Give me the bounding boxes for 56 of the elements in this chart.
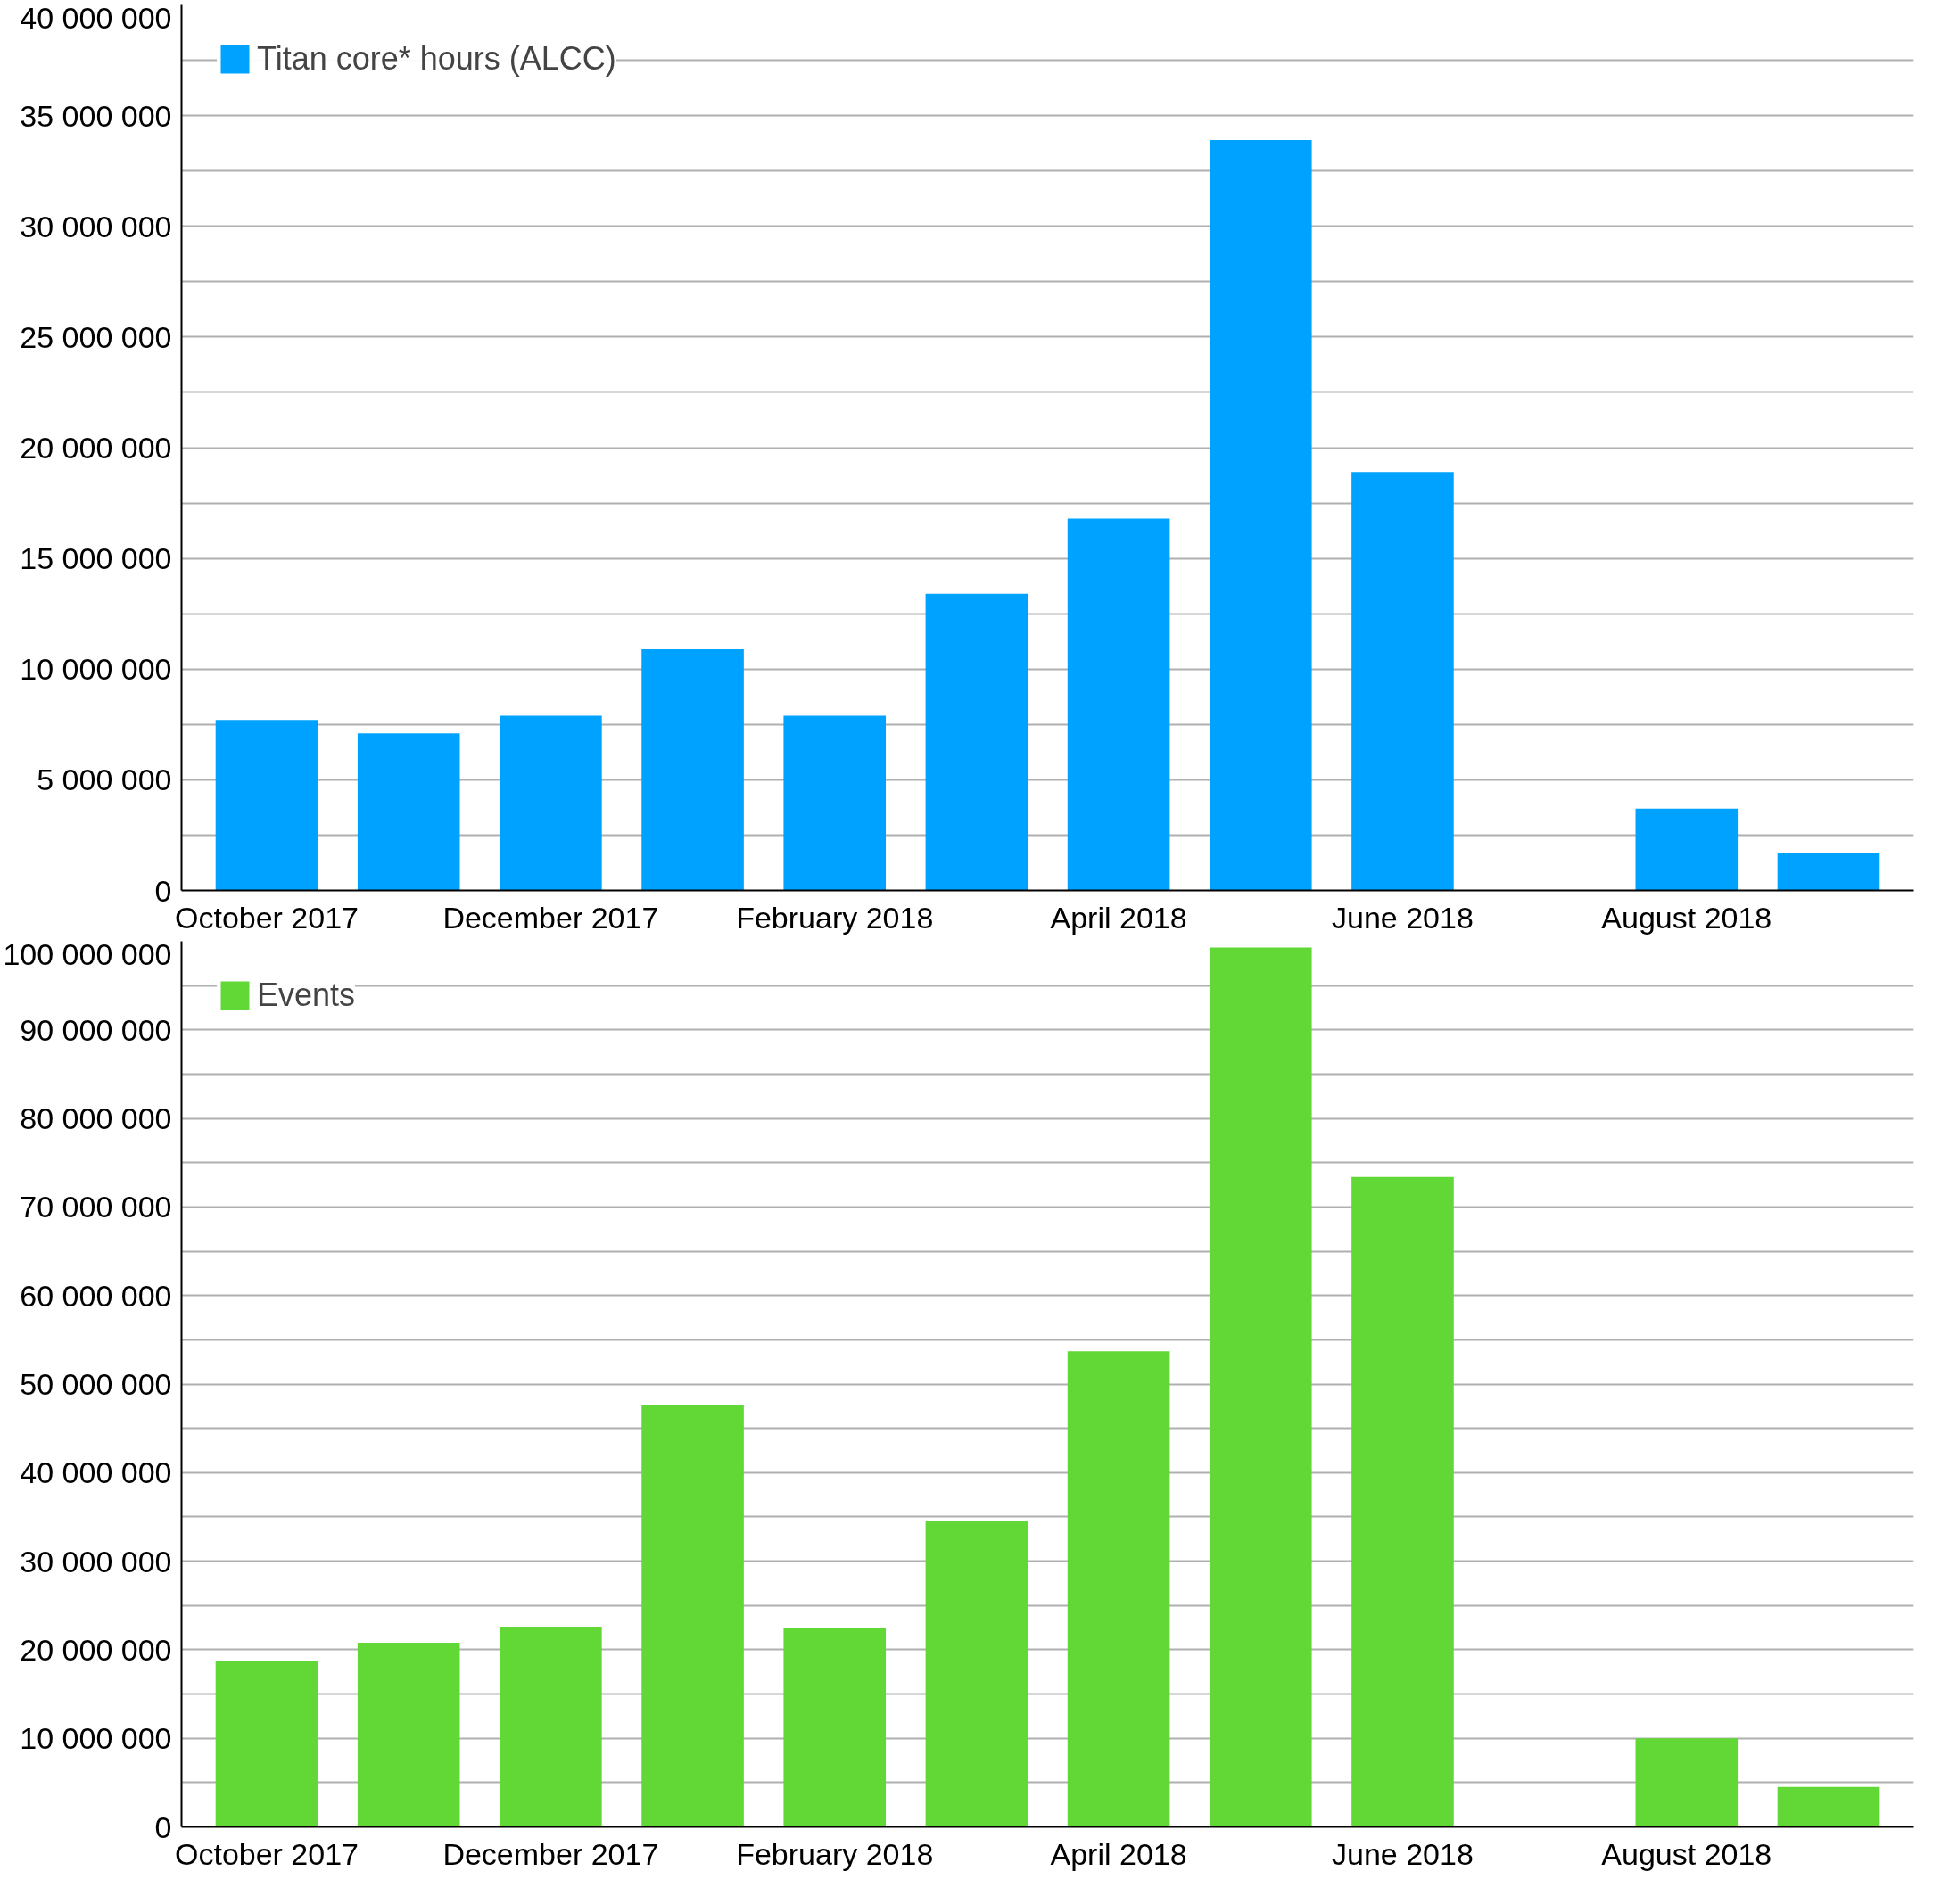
- bar: [641, 1405, 744, 1827]
- bar: [1067, 1351, 1170, 1827]
- x-tick-label: October 2017: [175, 1836, 359, 1871]
- bar: [925, 593, 1028, 891]
- legend-label: Events: [257, 977, 356, 1014]
- bar: [641, 648, 744, 891]
- x-tick-label: April 2018: [1050, 900, 1187, 935]
- bar: [500, 1627, 602, 1827]
- x-tick-label: June 2018: [1332, 1836, 1474, 1871]
- bar: [1777, 853, 1880, 891]
- x-tick-label: August 2018: [1601, 1836, 1772, 1871]
- x-tick-label: December 2017: [442, 900, 659, 935]
- bar: [1635, 808, 1739, 891]
- bar: [783, 715, 887, 891]
- bar: [1209, 139, 1312, 891]
- legend-label: Titan core* hours (ALCC): [257, 40, 616, 78]
- bar: [1067, 518, 1170, 891]
- bar: [1351, 1176, 1454, 1827]
- y-tick-label: 70 000 000: [20, 1190, 172, 1224]
- x-tick-label: June 2018: [1332, 900, 1474, 935]
- y-tick-label: 90 000 000: [20, 1012, 172, 1047]
- bar: [215, 720, 318, 891]
- y-tick-label: 30 000 000: [20, 209, 172, 243]
- x-tick-label: February 2018: [736, 1836, 934, 1871]
- y-tick-label: 0: [154, 873, 172, 908]
- bar: [1777, 1786, 1880, 1827]
- y-tick-label: 10 000 000: [20, 1721, 172, 1756]
- y-tick-label: 25 000 000: [20, 319, 172, 354]
- bar: [1635, 1738, 1739, 1827]
- y-tick-label: 15 000 000: [20, 541, 172, 576]
- y-tick-label: 40 000 000: [20, 0, 172, 35]
- bar: [357, 1642, 460, 1827]
- bar: [783, 1628, 887, 1827]
- y-tick-label: 100 000 000: [3, 936, 172, 971]
- y-tick-label: 35 000 000: [20, 98, 172, 133]
- y-tick-label: 30 000 000: [20, 1544, 172, 1578]
- x-tick-label: December 2017: [442, 1836, 659, 1871]
- bar: [215, 1661, 318, 1827]
- x-tick-label: February 2018: [736, 900, 934, 935]
- x-tick-label: April 2018: [1050, 1836, 1187, 1871]
- bar: [1209, 947, 1312, 1827]
- y-tick-label: 0: [154, 1809, 172, 1844]
- y-tick-label: 50 000 000: [20, 1367, 172, 1401]
- y-tick-label: 60 000 000: [20, 1278, 172, 1313]
- bar: [925, 1520, 1028, 1827]
- y-tick-label: 40 000 000: [20, 1455, 172, 1490]
- x-tick-label: August 2018: [1601, 900, 1772, 935]
- y-tick-label: 10 000 000: [20, 652, 172, 687]
- bar: [357, 733, 460, 891]
- x-tick-label: October 2017: [175, 900, 359, 935]
- y-tick-label: 20 000 000: [20, 431, 172, 465]
- y-tick-label: 80 000 000: [20, 1101, 172, 1136]
- bar: [1351, 472, 1454, 891]
- bar: [500, 715, 602, 891]
- y-tick-label: 5 000 000: [37, 762, 172, 797]
- y-tick-label: 20 000 000: [20, 1632, 172, 1667]
